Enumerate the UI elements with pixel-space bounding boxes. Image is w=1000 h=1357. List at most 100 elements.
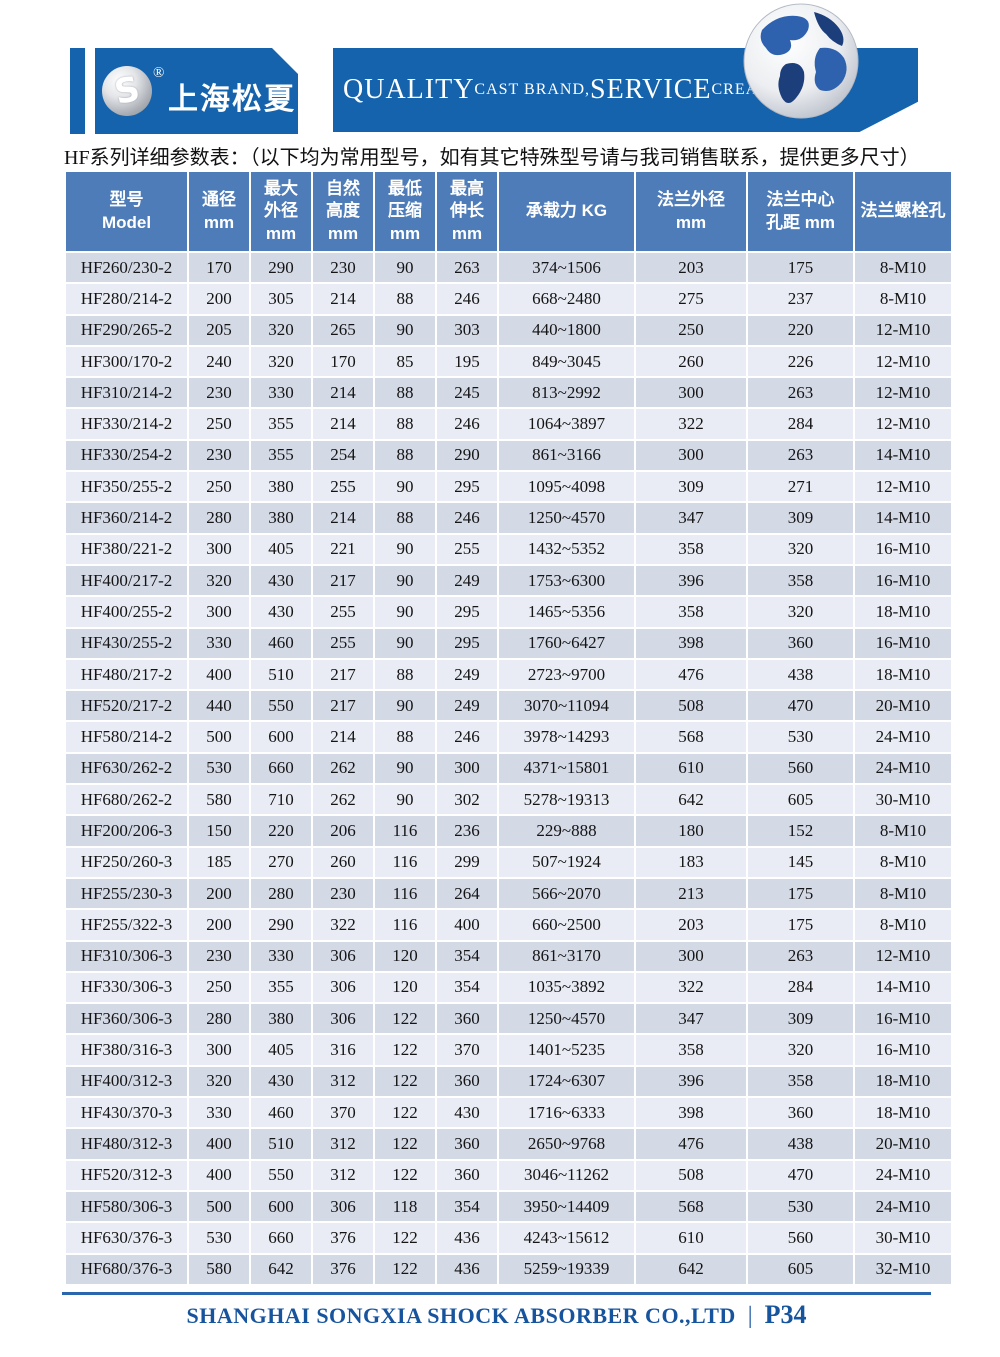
table-cell: 8-M10 bbox=[855, 847, 951, 877]
table-cell: HF290/265-2 bbox=[66, 315, 187, 345]
table-cell: 14-M10 bbox=[855, 972, 951, 1003]
table-cell: HF360/306-3 bbox=[66, 1004, 187, 1034]
column-header: 最大 外径 mm bbox=[251, 172, 311, 251]
table-cell: 122 bbox=[375, 1129, 435, 1159]
table-cell: 255 bbox=[437, 534, 497, 564]
table-cell: 116 bbox=[375, 847, 435, 877]
table-cell: 90 bbox=[375, 534, 435, 564]
table-cell: 122 bbox=[375, 1223, 435, 1253]
table-cell: 230 bbox=[189, 378, 249, 408]
table-cell: 18-M10 bbox=[855, 1098, 951, 1128]
table-cell: 322 bbox=[636, 972, 746, 1003]
table-cell: 306 bbox=[313, 972, 373, 1003]
table-cell: 290 bbox=[251, 910, 311, 940]
table-cell: 88 bbox=[375, 722, 435, 752]
logo-monogram: S bbox=[110, 68, 144, 114]
page-footer: SHANGHAI SONGXIA SHOCK ABSORBER CO.,LTD … bbox=[62, 1300, 931, 1330]
table-cell: 14-M10 bbox=[855, 503, 951, 533]
table-cell: HF480/312-3 bbox=[66, 1129, 187, 1159]
table-cell: 18-M10 bbox=[855, 597, 951, 627]
table-cell: 271 bbox=[748, 472, 853, 502]
table-cell: 16-M10 bbox=[855, 534, 951, 564]
table-cell: 214 bbox=[313, 378, 373, 408]
table-cell: 88 bbox=[375, 440, 435, 471]
table-cell: HF580/306-3 bbox=[66, 1191, 187, 1222]
table-row: HF480/217-2 400 510 217 88 249 2723~9700 476 438… bbox=[66, 659, 951, 690]
table-cell: 170 bbox=[313, 346, 373, 377]
table-cell: 312 bbox=[313, 1129, 373, 1159]
table-cell: 306 bbox=[313, 1004, 373, 1034]
table-cell: 255 bbox=[313, 597, 373, 627]
table-cell: HF520/312-3 bbox=[66, 1160, 187, 1190]
table-cell: 90 bbox=[375, 472, 435, 502]
table-cell: 300 bbox=[189, 597, 249, 627]
table-cell: 88 bbox=[375, 284, 435, 314]
table-row: HF360/214-2 280 380 214 88 246 1250~4570 347 309… bbox=[66, 503, 951, 533]
table-cell: 358 bbox=[748, 1066, 853, 1097]
table-cell: 660~2500 bbox=[499, 910, 634, 940]
table-cell: HF400/217-2 bbox=[66, 565, 187, 596]
table-cell: 295 bbox=[437, 597, 497, 627]
table-row: HF520/312-3 400 550 312 122 360 3046~11262 508 4… bbox=[66, 1160, 951, 1190]
table-cell: 280 bbox=[189, 503, 249, 533]
table-cell: 185 bbox=[189, 847, 249, 877]
table-cell: 400 bbox=[189, 1129, 249, 1159]
table-cell: HF580/214-2 bbox=[66, 722, 187, 752]
table-cell: 302 bbox=[437, 785, 497, 815]
table-cell: 470 bbox=[748, 1160, 853, 1190]
table-cell: 476 bbox=[636, 1129, 746, 1159]
table-cell: 300 bbox=[636, 378, 746, 408]
brand-name: 上海松夏 bbox=[168, 83, 296, 116]
table-row: HF680/262-2 580 710 262 90 302 5278~19313 642 60… bbox=[66, 785, 951, 815]
table-cell: 246 bbox=[437, 409, 497, 439]
table-cell: HF255/230-3 bbox=[66, 878, 187, 909]
table-cell: 347 bbox=[636, 1004, 746, 1034]
table-cell: 229~888 bbox=[499, 816, 634, 846]
table-cell: 605 bbox=[748, 785, 853, 815]
table-row: HF520/217-2 440 550 217 90 249 3070~11094 508 47… bbox=[66, 691, 951, 721]
table-cell: 260 bbox=[636, 346, 746, 377]
table-cell: 120 bbox=[375, 972, 435, 1003]
table-cell: HF330/306-3 bbox=[66, 972, 187, 1003]
table-cell: 122 bbox=[375, 1254, 435, 1284]
table-cell: 320 bbox=[189, 1066, 249, 1097]
table-cell: 330 bbox=[251, 378, 311, 408]
table-cell: 24-M10 bbox=[855, 1191, 951, 1222]
table-cell: 560 bbox=[748, 1223, 853, 1253]
table-cell: 861~3166 bbox=[499, 440, 634, 471]
table-cell: 1760~6427 bbox=[499, 628, 634, 658]
table-cell: 347 bbox=[636, 503, 746, 533]
table-cell: 660 bbox=[251, 1223, 311, 1253]
table-cell: 8-M10 bbox=[855, 910, 951, 940]
table-cell: 530 bbox=[748, 1191, 853, 1222]
table-cell: 203 bbox=[636, 910, 746, 940]
table-row: HF360/306-3 280 380 306 122 360 1250~4570 347 30… bbox=[66, 1004, 951, 1034]
table-row: HF430/370-3 330 460 370 122 430 1716~6333 398 36… bbox=[66, 1098, 951, 1128]
table-row: HF380/316-3 300 405 316 122 370 1401~5235 358 32… bbox=[66, 1035, 951, 1065]
table-cell: 263 bbox=[748, 941, 853, 971]
table-row: HF480/312-3 400 510 312 122 360 2650~9768 476 43… bbox=[66, 1129, 951, 1159]
table-cell: 568 bbox=[636, 722, 746, 752]
table-cell: 400 bbox=[437, 910, 497, 940]
table-cell: 610 bbox=[636, 1223, 746, 1253]
column-header: 法兰中心 孔距 mm bbox=[748, 172, 853, 251]
table-cell: 262 bbox=[313, 753, 373, 784]
table-cell: 1465~5356 bbox=[499, 597, 634, 627]
table-cell: 360 bbox=[437, 1129, 497, 1159]
table-header-row: 型号 Model 通径 mm 最大 外径 mm 自然 高度 mm 最低 压缩 mm 最高 伸长 mm 承载力 K… bbox=[66, 172, 951, 251]
table-cell: 203 bbox=[636, 253, 746, 283]
table-row: HF250/260-3 185 270 260 116 299 507~1924 183 145… bbox=[66, 847, 951, 877]
table-cell: 12-M10 bbox=[855, 941, 951, 971]
table-row: HF330/214-2 250 355 214 88 246 1064~3897 322 284… bbox=[66, 409, 951, 439]
table-cell: 320 bbox=[251, 346, 311, 377]
table-cell: 214 bbox=[313, 284, 373, 314]
table-cell: 358 bbox=[748, 565, 853, 596]
table-cell: 400 bbox=[189, 659, 249, 690]
table-cell: 18-M10 bbox=[855, 659, 951, 690]
table-cell: 3046~11262 bbox=[499, 1160, 634, 1190]
table-cell: 1432~5352 bbox=[499, 534, 634, 564]
table-cell: 1753~6300 bbox=[499, 565, 634, 596]
table-cell: 300 bbox=[636, 440, 746, 471]
table-cell: 600 bbox=[251, 722, 311, 752]
table-cell: 180 bbox=[636, 816, 746, 846]
